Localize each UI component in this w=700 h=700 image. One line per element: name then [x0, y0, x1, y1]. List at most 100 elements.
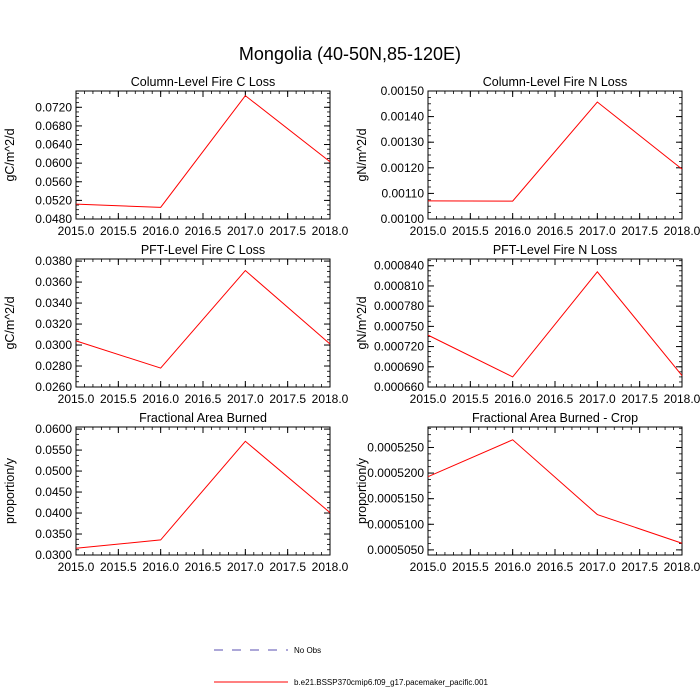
y-tick-label: 0.0320	[35, 317, 72, 331]
y-tick-label: 0.00120	[381, 161, 425, 175]
y-axis-label: proportion/y	[355, 457, 369, 524]
y-axis-label: gC/m^2/d	[3, 128, 17, 181]
chart-panel-2: Column-Level Fire N Loss 2015.0 2015.5 2016…	[355, 75, 700, 238]
chart-panel-3: PFT-Level Fire C Loss 2015.0 2015.5 2016.0 2…	[3, 243, 349, 406]
y-tick-label: 0.0300	[35, 548, 72, 562]
y-tick-label: 0.0300	[35, 338, 72, 352]
y-tick-label: 0.0550	[35, 443, 72, 457]
panel-title: Column-Level Fire C Loss	[131, 75, 276, 89]
y-tick-label: 0.0005200	[367, 466, 424, 480]
legend-item: b.e21.BSSP370cmip6.f09_g17.pacemaker_pac…	[214, 678, 488, 687]
x-tick-label: 2016.0	[142, 560, 179, 574]
chart-panel-5: Fractional Area Burned 2015.0 2015.5 2016.0…	[3, 411, 349, 574]
chart-panel-6: Fractional Area Burned - Crop 2015.0 2015.…	[355, 411, 700, 574]
y-tick-label: 0.0720	[35, 100, 72, 114]
x-tick-label: 2017.5	[269, 392, 306, 406]
panel-title: PFT-Level Fire N Loss	[493, 243, 617, 257]
x-tick-label: 2018.0	[664, 392, 700, 406]
x-tick-label: 2015.5	[452, 224, 489, 238]
x-tick-label: 2017.0	[227, 224, 264, 238]
x-tick-label: 2018.0	[664, 224, 700, 238]
y-tick-label: 0.0400	[35, 506, 72, 520]
series-line	[75, 269, 331, 369]
y-tick-label: 0.0005150	[367, 492, 424, 506]
y-tick-label: 0.0680	[35, 119, 72, 133]
x-tick-label: 2017.0	[227, 560, 264, 574]
y-tick-label: 0.0350	[35, 527, 72, 541]
chart-panel-4: PFT-Level Fire N Loss 2015.0 2015.5 2016.0 2…	[355, 243, 700, 406]
y-tick-label: 0.0500	[35, 464, 72, 478]
y-tick-label: 0.0005250	[367, 440, 424, 454]
x-tick-label: 2018.0	[664, 560, 700, 574]
series-line	[427, 271, 683, 378]
y-tick-label: 0.0520	[35, 193, 72, 207]
x-tick-label: 2017.5	[269, 560, 306, 574]
series-line	[75, 440, 331, 549]
legend: No Obs b.e21.BSSP370cmip6.f09_g17.pacemak…	[214, 646, 488, 687]
legend-item: No Obs	[214, 646, 321, 655]
series-line	[427, 439, 683, 544]
x-tick-label: 2017.0	[579, 224, 616, 238]
y-tick-label: 0.000720	[374, 340, 424, 354]
y-tick-label: 0.0450	[35, 485, 72, 499]
plot-frame	[427, 258, 683, 388]
x-tick-label: 2015.0	[58, 560, 95, 574]
y-tick-label: 0.0360	[35, 275, 72, 289]
y-tick-label: 0.0340	[35, 296, 72, 310]
y-tick-label: 0.0640	[35, 138, 72, 152]
plot-frame	[427, 426, 683, 556]
x-tick-label: 2015.0	[58, 224, 95, 238]
x-tick-label: 2015.0	[410, 224, 447, 238]
y-tick-label: 0.000780	[374, 299, 424, 313]
x-tick-label: 2016.0	[142, 224, 179, 238]
chart-panel-1: Column-Level Fire C Loss 2015.0 2015.5 2016…	[3, 75, 349, 238]
x-tick-label: 2016.0	[142, 392, 179, 406]
x-tick-label: 2016.5	[185, 392, 222, 406]
y-tick-label: 0.0005050	[367, 543, 424, 557]
x-tick-label: 2017.0	[579, 392, 616, 406]
x-tick-label: 2015.0	[410, 392, 447, 406]
plot-frame	[427, 90, 683, 220]
x-tick-label: 2015.5	[452, 560, 489, 574]
x-tick-label: 2017.0	[227, 392, 264, 406]
y-tick-label: 0.00140	[381, 110, 425, 124]
y-axis-label: proportion/y	[3, 457, 17, 524]
x-tick-label: 2016.0	[494, 560, 531, 574]
x-tick-label: 2015.5	[100, 560, 137, 574]
x-tick-label: 2015.0	[58, 392, 95, 406]
panels: Column-Level Fire C Loss 2015.0 2015.5 2016…	[3, 75, 700, 574]
x-tick-label: 2016.0	[494, 392, 531, 406]
y-axis-label: gN/m^2/d	[355, 128, 369, 181]
y-axis-label: gC/m^2/d	[3, 296, 17, 349]
panel-title: Fractional Area Burned - Crop	[472, 411, 638, 425]
y-tick-label: 0.00100	[381, 212, 425, 226]
panel-title: Column-Level Fire N Loss	[483, 75, 628, 89]
y-tick-label: 0.000840	[374, 259, 424, 273]
plot-frame	[75, 258, 331, 388]
y-tick-label: 0.0005100	[367, 517, 424, 531]
plot-frame	[75, 90, 331, 220]
panel-title: Fractional Area Burned	[139, 411, 267, 425]
x-tick-label: 2017.5	[621, 560, 658, 574]
x-tick-label: 2017.5	[621, 224, 658, 238]
y-tick-label: 0.00130	[381, 135, 425, 149]
x-tick-label: 2016.5	[537, 560, 574, 574]
x-tick-label: 2018.0	[312, 224, 349, 238]
y-tick-label: 0.000810	[374, 279, 424, 293]
x-tick-label: 2018.0	[312, 392, 349, 406]
series-line	[427, 101, 683, 202]
x-tick-label: 2015.5	[100, 224, 137, 238]
x-tick-label: 2017.5	[621, 392, 658, 406]
y-tick-label: 0.000750	[374, 319, 424, 333]
y-tick-label: 0.0480	[35, 212, 72, 226]
y-tick-label: 0.0280	[35, 359, 72, 373]
x-tick-label: 2018.0	[312, 560, 349, 574]
y-tick-label: 0.0260	[35, 380, 72, 394]
x-tick-label: 2016.5	[185, 224, 222, 238]
x-tick-label: 2015.5	[452, 392, 489, 406]
x-tick-label: 2017.5	[269, 224, 306, 238]
x-tick-label: 2017.0	[579, 560, 616, 574]
main-title: Mongolia (40-50N,85-120E)	[239, 44, 461, 64]
panel-title: PFT-Level Fire C Loss	[141, 243, 265, 257]
